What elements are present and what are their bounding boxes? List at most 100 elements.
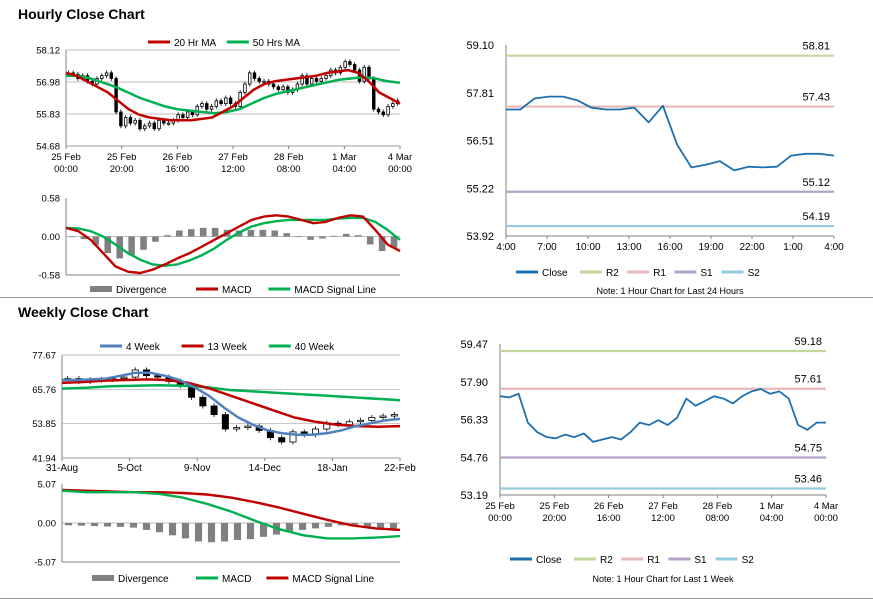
weekly-candle-body: [199, 396, 207, 407]
hourly-macd-divergence-bar: [164, 235, 171, 237]
weekly-levels-x-tick-label: 27 Feb: [648, 501, 678, 512]
weekly-macd-divergence-bar: [129, 523, 138, 528]
hourly-candle-body: [128, 117, 133, 124]
hourly-candle-y-tick-label: 58.12: [36, 46, 60, 57]
weekly-candle-y-tick-label: 65.76: [32, 385, 56, 396]
hourly-candle-body: [228, 97, 233, 104]
weekly-levels-y-tick-label: 53.19: [460, 490, 488, 502]
weekly-levels-x-tick-label: 26 Feb: [594, 501, 624, 512]
weekly-candle-legend-label: 40 Week: [295, 342, 335, 353]
weekly-levels-legend-label: S2: [742, 555, 755, 566]
weekly-macd-divergence-bar: [77, 523, 86, 526]
hourly-candle-body: [209, 105, 214, 110]
hourly-macd-divergence-bar: [295, 236, 302, 238]
weekly-levels-legend-label: S1: [694, 555, 707, 566]
hourly-candle-body: [147, 122, 152, 127]
hourly-candle-x-tick-label: 27 Feb: [218, 152, 248, 163]
hourly-macd-y-tick-label: 0.58: [42, 194, 61, 205]
hourly-candle-x-tick-label: 4 Mar: [388, 152, 412, 163]
hourly-levels-x-tick-label: 16:00: [657, 242, 682, 253]
hourly-macd-divergence-bar: [331, 235, 338, 237]
weekly-levels-y-tick-label: 59.47: [460, 339, 488, 351]
hourly-candle-body: [343, 61, 347, 68]
hourly-candle-body: [190, 111, 195, 116]
weekly-levels-y-tick-label: 54.76: [460, 452, 488, 464]
weekly-macd-divergence-bar: [376, 523, 385, 530]
weekly-levels-x-tick-label: 28 Feb: [703, 501, 733, 512]
hourly-candle-x-tick-label: 04:00: [332, 164, 356, 175]
hourly-macd-divergence-bar: [390, 236, 398, 248]
weekly-macd-divergence-bar: [246, 523, 255, 540]
weekly-levels-level-r1-label: 57.61: [794, 374, 822, 386]
weekly-candle-y-tick-label: 53.85: [32, 419, 56, 430]
hourly-candle-body: [114, 78, 118, 113]
hourly-candle-body: [257, 78, 261, 82]
hourly-candle-legend-label: 50 Hrs MA: [253, 38, 301, 49]
hourly-candle-body: [157, 119, 161, 130]
weekly-13w-line: [61, 378, 401, 428]
weekly-levels-x-tick-label: 25 Feb: [540, 501, 570, 512]
weekly-candle-x-tick-label: 9-Nov: [184, 463, 211, 474]
hourly-macd-divergence-bar: [319, 236, 326, 239]
weekly-candle-x-tick-label: 31-Aug: [46, 463, 78, 474]
hourly-candle-x-tick-label: 26 Feb: [163, 152, 193, 163]
hourly-candle-body: [376, 108, 381, 113]
hourly-macd-divergence-bar: [259, 229, 267, 237]
hourly-macd-divergence-bar: [247, 229, 255, 237]
weekly-macd-divergence-bar: [155, 523, 164, 533]
weekly-candle-legend-label: 4 Week: [126, 342, 161, 353]
hourly-candle-legend-label: 20 Hr MA: [174, 38, 217, 49]
weekly-macd-divergence-bar: [233, 523, 242, 540]
hourly-candle-x-tick-label: 1 Mar: [332, 152, 356, 163]
hourly-levels-legend-label: R1: [653, 268, 666, 279]
weekly-candle-x-tick-label: 5-Oct: [117, 463, 142, 474]
weekly-levels-x-tick-label: 12:00: [651, 513, 675, 524]
hourly-levels-y-tick-label: 57.81: [466, 88, 494, 100]
weekly-levels-legend-label: R1: [647, 555, 660, 566]
weekly-candle-body: [390, 414, 398, 417]
hourly-levels-note: Note: 1 Hour Chart for Last 24 Hours: [596, 286, 744, 296]
hourly-levels-y-tick-label: 53.92: [466, 231, 494, 243]
weekly-macd-divergence-bar: [259, 523, 268, 537]
hourly-macd-signal-line: [65, 216, 401, 267]
weekly-levels-x-tick-label: 4 Mar: [814, 501, 838, 512]
hourly-levels-x-tick-label: 7:00: [537, 242, 557, 253]
hourly-candle-body: [271, 83, 276, 88]
hourly-ma50-line: [66, 74, 401, 115]
hourly-levels-y-tick-label: 59.10: [466, 40, 494, 52]
weekly-levels-x-tick-label: 20:00: [542, 513, 566, 524]
weekly-macd-divergence-bar: [207, 523, 216, 543]
weekly-macd-y-tick-label: -5.07: [34, 558, 56, 569]
weekly-levels-level-s2-label: 53.46: [794, 474, 822, 486]
weekly-candle-legend-label: 13 Week: [208, 342, 248, 353]
hourly-levels-legend-label: S2: [748, 268, 761, 279]
hourly-candle-body: [247, 72, 252, 85]
bottom-divider: [0, 598, 873, 599]
weekly-candle-body: [244, 425, 252, 428]
weekly-candle-body: [120, 376, 128, 379]
hourly-levels-x-tick-label: 10:00: [575, 242, 600, 253]
hourly-macd-divergence-bar: [378, 236, 386, 252]
section-divider: [0, 297, 873, 298]
weekly-candle-body: [210, 405, 218, 415]
weekly-40w-line: [61, 383, 401, 402]
hourly-macd-y-tick-label: 0.00: [42, 232, 61, 243]
hourly-candle-y-tick-label: 56.98: [36, 78, 60, 89]
weekly-levels-legend-label: R2: [600, 555, 613, 566]
hourly-candle-body: [138, 119, 142, 130]
hourly-candle-x-tick-label: 25 Feb: [51, 152, 81, 163]
hourly-macd-y-tick-label: -0.58: [38, 271, 60, 282]
weekly-macd-signal-line: [61, 488, 401, 532]
weekly-candle-y-tick-label: 41.94: [32, 454, 56, 465]
weekly-levels-level-s1-label: 54.75: [794, 442, 822, 454]
hourly-levels-x-tick-label: 19:00: [698, 242, 723, 253]
hourly-macd-divergence-bar: [343, 233, 350, 237]
hourly-macd-divergence-bar: [128, 236, 135, 256]
weekly-4w-line: [62, 371, 401, 437]
hourly-candle-body: [219, 100, 223, 104]
hourly-candle-body: [262, 80, 266, 83]
weekly-candle-body: [379, 415, 387, 418]
weekly-macd-y-tick-label: 5.07: [38, 480, 57, 491]
hourly-levels-x-tick-label: 13:00: [616, 242, 641, 253]
